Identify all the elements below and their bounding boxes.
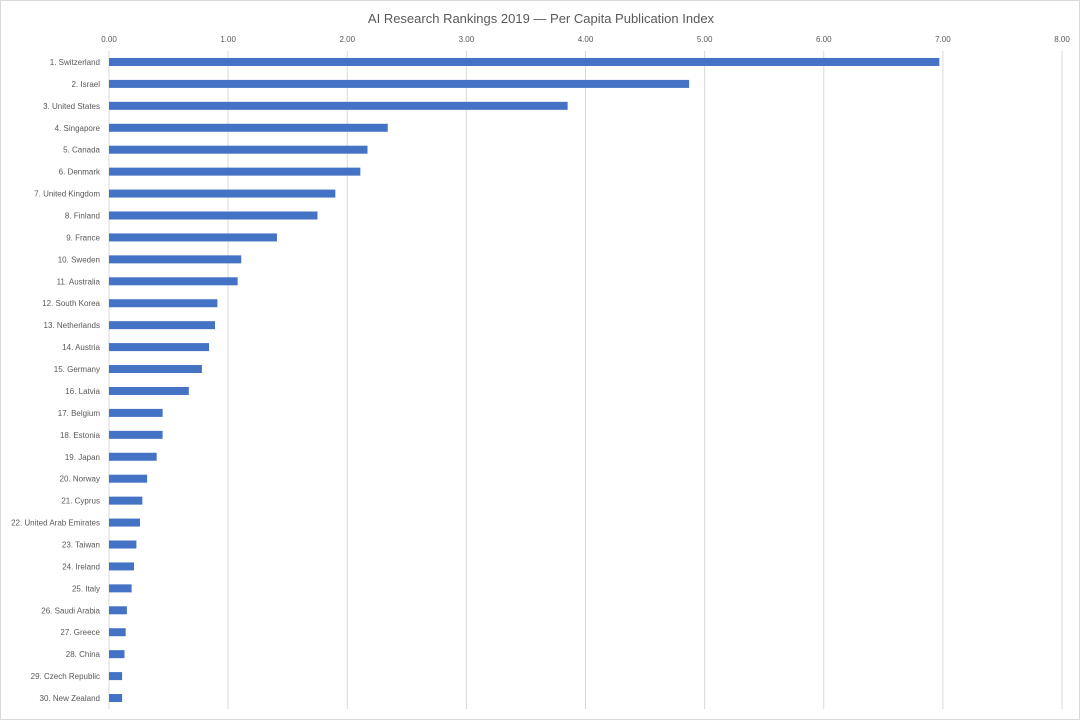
category-label: 20. Norway <box>60 475 100 484</box>
category-label: 29. Czech Republic <box>31 672 100 681</box>
x-tick-label: 1.00 <box>220 35 236 44</box>
category-label: 5. Canada <box>63 146 100 155</box>
bar <box>109 299 218 308</box>
bar <box>109 321 216 330</box>
bar <box>109 365 202 374</box>
category-label: 23. Taiwan <box>62 541 100 550</box>
x-tick-label: 7.00 <box>935 35 951 44</box>
bar <box>109 255 242 264</box>
x-tick-label: 3.00 <box>459 35 475 44</box>
bar <box>109 672 123 681</box>
category-label: 17. Belgium <box>58 409 101 418</box>
x-tick-label: 0.00 <box>101 35 117 44</box>
bar <box>109 628 126 637</box>
x-axis-tick-labels: 0.00 1.00 2.00 3.00 4.00 5.00 6.00 7.00 8.00 <box>101 35 1070 44</box>
category-label: 3. United States <box>43 102 100 111</box>
category-label: 2. Israel <box>72 80 101 89</box>
category-labels: 1. Switzerland 2. Israel 3. United States 4… <box>11 58 101 703</box>
category-label: 25. Italy <box>72 584 100 593</box>
bar <box>109 101 568 110</box>
bar <box>109 386 189 395</box>
bar <box>109 189 336 198</box>
category-label: 21. Cyprus <box>61 497 100 506</box>
bar <box>109 343 210 352</box>
category-label: 8. Finland <box>65 212 100 221</box>
bar <box>109 408 163 417</box>
x-tick-label: 4.00 <box>578 35 594 44</box>
bar <box>109 694 123 703</box>
bar <box>109 540 137 549</box>
bar <box>109 57 940 66</box>
x-tick-label: 6.00 <box>816 35 832 44</box>
category-label: 30. New Zealand <box>40 694 100 703</box>
bar <box>109 562 135 571</box>
category-label: 15. Germany <box>54 365 100 374</box>
category-label: 24. Ireland <box>62 562 100 571</box>
chart-title: AI Research Rankings 2019 — Per Capita P… <box>368 11 715 26</box>
bar <box>109 123 388 132</box>
bars <box>109 57 940 703</box>
bar <box>109 474 148 483</box>
category-label: 26. Saudi Arabia <box>41 606 100 615</box>
category-label: 6. Denmark <box>59 168 101 177</box>
category-label: 12. South Korea <box>42 299 100 308</box>
category-label: 9. France <box>66 233 100 242</box>
bar <box>109 606 127 615</box>
category-label: 28. China <box>66 650 101 659</box>
bar <box>109 79 690 88</box>
category-label: 7. United Kingdom <box>34 190 100 199</box>
bar <box>109 452 157 461</box>
x-tick-label: 2.00 <box>339 35 355 44</box>
gridlines <box>108 51 1063 709</box>
bar <box>109 518 140 527</box>
bar <box>109 650 125 659</box>
bar <box>109 584 132 593</box>
category-label: 18. Estonia <box>60 431 101 440</box>
category-label: 4. Singapore <box>55 124 101 133</box>
bar <box>109 277 238 286</box>
category-label: 22. United Arab Emirates <box>11 519 100 528</box>
x-tick-label: 8.00 <box>1054 35 1070 44</box>
category-label: 11. Australia <box>57 277 101 286</box>
x-tick-label: 5.00 <box>697 35 713 44</box>
category-label: 10. Sweden <box>58 255 100 264</box>
category-label: 13. Netherlands <box>44 321 100 330</box>
category-label: 1. Switzerland <box>50 58 100 67</box>
bar <box>109 233 277 242</box>
bar <box>109 211 318 220</box>
bar <box>109 496 143 505</box>
category-label: 14. Austria <box>62 343 100 352</box>
category-label: 27. Greece <box>60 628 100 637</box>
category-label: 16. Latvia <box>65 387 100 396</box>
bar <box>109 145 368 154</box>
bar <box>109 167 361 176</box>
bar <box>109 430 163 439</box>
category-label: 19. Japan <box>65 453 100 462</box>
